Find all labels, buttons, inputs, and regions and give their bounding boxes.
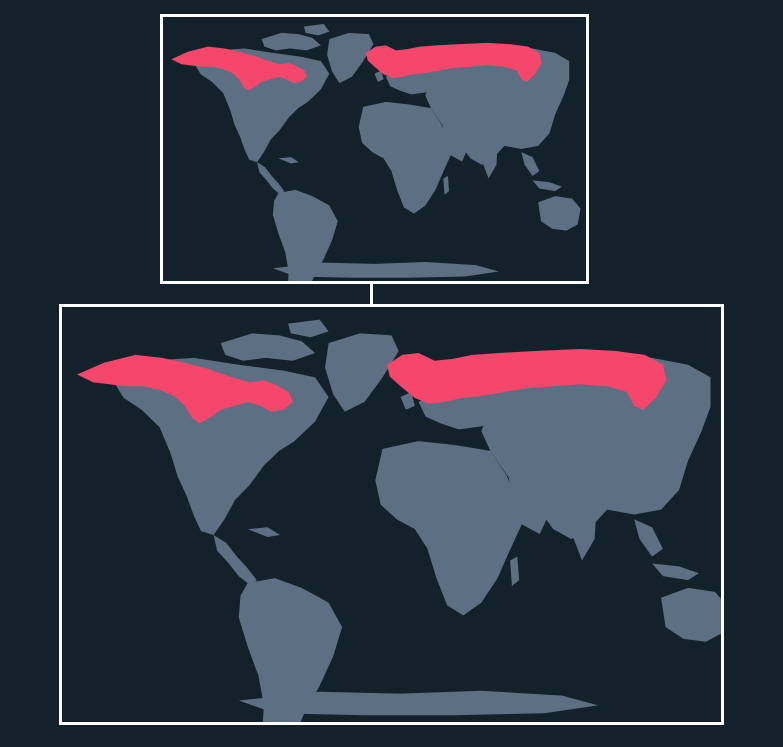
detail-map-frame: [59, 304, 724, 725]
overview-world-map: [171, 24, 581, 281]
frame-connector-line: [370, 284, 373, 304]
overview-map-frame: [160, 14, 589, 284]
detail-world-map: [76, 319, 721, 722]
